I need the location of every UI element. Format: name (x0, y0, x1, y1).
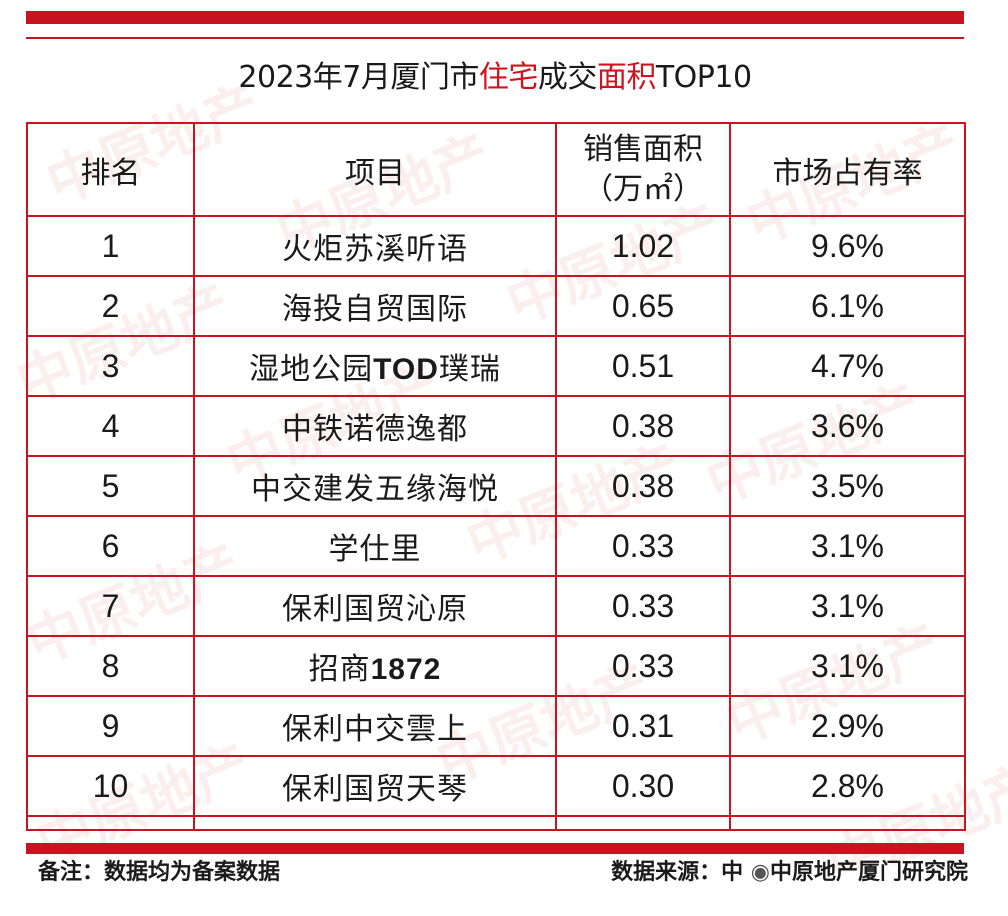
project-cell: 招商1872 (193, 635, 557, 697)
area-cell: 0.30 (555, 755, 731, 817)
share-cell: 3.1% (729, 635, 966, 697)
table-row: 1 火炬苏溪听语 1.02 9.6% (26, 215, 966, 277)
share-cell: 9.6% (729, 215, 966, 277)
area-cell: 0.33 (555, 635, 731, 697)
table-row: 8 招商1872 0.33 3.1% (26, 635, 966, 697)
area-cell: 0.33 (555, 515, 731, 577)
area-cell: 0.31 (555, 695, 731, 757)
header-area: 销售面积 （万㎡） (555, 122, 731, 217)
share-cell: 2.8% (729, 755, 966, 817)
table-row: 3 湿地公园TOD璞瑞 0.51 4.7% (26, 335, 966, 397)
wechat-icon: ◉ (750, 860, 770, 885)
table-row: 4 中铁诺德逸都 0.38 3.6% (26, 395, 966, 457)
area-cell: 0.38 (555, 395, 731, 457)
project-cell: 保利国贸沁原 (193, 575, 557, 637)
rank-cell: 1 (26, 215, 195, 277)
table-row: 2 海投自贸国际 0.65 6.1% (26, 275, 966, 337)
area-cell: 0.51 (555, 335, 731, 397)
bottom-red-bar (26, 843, 964, 854)
table-header-row: 排名 项目 销售面积 （万㎡） 市场占有率 (26, 122, 966, 217)
chart-title: 2023年7月厦门市住宅成交面积TOP10 (238, 60, 752, 95)
rank-cell: 5 (26, 455, 195, 517)
rank-cell: 6 (26, 515, 195, 577)
header-project: 项目 (193, 122, 557, 217)
share-cell: 4.7% (729, 335, 966, 397)
rank-cell: 3 (26, 335, 195, 397)
rank-cell: 8 (26, 635, 195, 697)
project-cell: 海投自贸国际 (193, 275, 557, 337)
data-source: 数据来源：中 ◉中原地产厦门研究院 (611, 860, 968, 885)
project-cell: 湿地公园TOD璞瑞 (193, 335, 557, 397)
table-row: 5 中交建发五缘海悦 0.38 3.5% (26, 455, 966, 517)
project-cell: 中铁诺德逸都 (193, 395, 557, 457)
footnote: 备注：数据均为备案数据 (38, 860, 281, 885)
ranking-table: 排名 项目 销售面积 （万㎡） 市场占有率 1 火炬苏溪听语 1.02 9.6% … (26, 122, 966, 831)
rank-cell: 4 (26, 395, 195, 457)
project-cell: 中交建发五缘海悦 (193, 455, 557, 517)
rank-cell: 9 (26, 695, 195, 757)
table-row: 6 学仕里 0.33 3.1% (26, 515, 966, 577)
table-row: 10 保利国贸天琴 0.30 2.8% (26, 755, 966, 817)
table-row: 7 保利国贸沁原 0.33 3.1% (26, 575, 966, 637)
share-cell: 6.1% (729, 275, 966, 337)
top-red-line (26, 37, 964, 39)
project-cell: 学仕里 (193, 515, 557, 577)
area-cell: 0.65 (555, 275, 731, 337)
area-cell: 1.02 (555, 215, 731, 277)
project-cell: 保利国贸天琴 (193, 755, 557, 817)
top-red-bar (26, 11, 964, 24)
header-rank: 排名 (26, 122, 195, 217)
project-cell: 保利中交雲上 (193, 695, 557, 757)
share-cell: 2.9% (729, 695, 966, 757)
header-share: 市场占有率 (729, 122, 966, 217)
share-cell: 3.6% (729, 395, 966, 457)
table-row: 9 保利中交雲上 0.31 2.9% (26, 695, 966, 757)
rank-cell: 2 (26, 275, 195, 337)
project-cell: 火炬苏溪听语 (193, 215, 557, 277)
rank-cell: 10 (26, 755, 195, 817)
rank-cell: 7 (26, 575, 195, 637)
area-cell: 0.38 (555, 455, 731, 517)
share-cell: 3.5% (729, 455, 966, 517)
share-cell: 3.1% (729, 575, 966, 637)
area-cell: 0.33 (555, 575, 731, 637)
share-cell: 3.1% (729, 515, 966, 577)
table-spacer-row (26, 815, 966, 831)
